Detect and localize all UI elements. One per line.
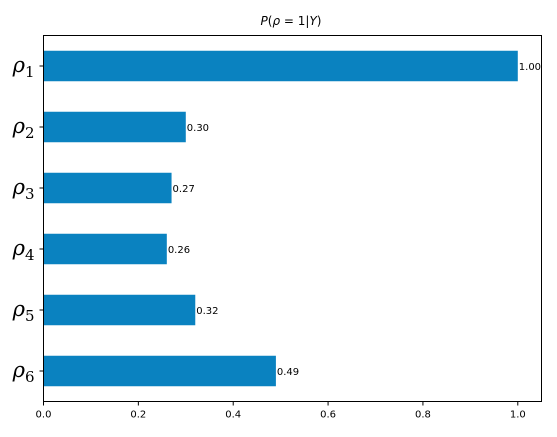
y-tick-label-rho-4: ρ4 — [12, 236, 35, 264]
x-tick-label: 0.0 — [36, 410, 52, 421]
y-tick-label-rho-6: ρ6 — [12, 358, 35, 386]
value-labels-group: 1.00 0.30 0.27 0.26 0.32 0.49 — [168, 62, 541, 378]
y-tick-label-rho-2: ρ2 — [12, 114, 35, 142]
y-tick-label-rho-1: ρ1 — [12, 53, 35, 81]
title-paren-open: ( — [268, 14, 273, 28]
bar-rho-2 — [43, 111, 186, 143]
x-tick-label: 0.2 — [130, 410, 146, 421]
bar-rho-4 — [43, 233, 167, 265]
x-tick-label: 1.0 — [510, 410, 526, 421]
title-paren-close: ) — [317, 14, 322, 28]
y-axis: ρ1 ρ2 ρ3 ρ4 ρ5 ρ6 — [12, 53, 44, 386]
value-label-rho-6: 0.49 — [277, 367, 299, 378]
bar-rho-6 — [43, 355, 276, 387]
value-label-rho-1: 1.00 — [519, 62, 541, 73]
title-rho: ρ — [272, 14, 280, 28]
value-label-rho-3: 0.27 — [173, 184, 195, 195]
bars-group — [43, 50, 518, 387]
value-label-rho-4: 0.26 — [168, 245, 190, 256]
title-eq: = 1| — [280, 14, 309, 28]
value-label-rho-5: 0.32 — [196, 306, 218, 317]
bar-rho-3 — [43, 172, 172, 204]
value-label-rho-2: 0.30 — [187, 123, 209, 134]
x-tick-label: 0.8 — [415, 410, 431, 421]
bar-rho-1 — [43, 50, 518, 82]
bar-rho-5 — [43, 294, 196, 326]
x-axis: 0.0 0.2 0.4 0.6 0.8 1.0 — [36, 401, 526, 421]
title-p: P — [261, 14, 269, 28]
title-y: Y — [309, 14, 318, 28]
x-tick-label: 0.6 — [320, 410, 336, 421]
plot-frame — [43, 35, 542, 402]
x-tick-label: 0.4 — [225, 410, 241, 421]
y-tick-label-rho-5: ρ5 — [12, 297, 35, 325]
y-tick-label-rho-3: ρ3 — [12, 175, 35, 203]
chart-title: P(ρ = 1|Y) — [261, 14, 322, 28]
